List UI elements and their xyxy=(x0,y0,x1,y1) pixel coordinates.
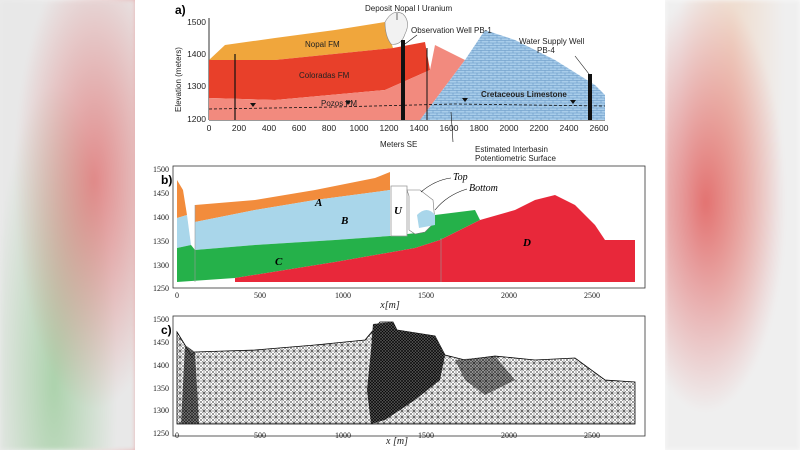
zone-a-left-edge xyxy=(177,180,187,218)
panel-a-label: a) xyxy=(175,3,186,17)
zone-c-region xyxy=(177,210,480,282)
panel-a-xtick: 1400 xyxy=(410,123,429,133)
water-supply-well-id: PB-4 xyxy=(537,46,555,55)
panel-c: c) 1500 1450 1400 1350 1300 1250 0 500 1… xyxy=(153,315,646,447)
panel-c-label: c) xyxy=(161,323,172,337)
panel-b-ytick: 1250 xyxy=(153,284,169,293)
water-supply-well-pointer xyxy=(574,55,590,75)
observation-well-pointer xyxy=(404,34,418,45)
panel-b-ytick: 1500 xyxy=(153,165,169,174)
panel-c-ytick: 1250 xyxy=(153,429,169,438)
panel-a-xtick: 1000 xyxy=(350,123,369,133)
bottom-label: Bottom xyxy=(469,183,498,194)
panel-b-xtick: 0 xyxy=(175,291,179,300)
panel-a-xtick: 800 xyxy=(322,123,336,133)
panel-a-xtick: 2600 xyxy=(590,123,609,133)
observation-well-label: Observation Well PB-1 xyxy=(411,26,492,35)
coloradas-fm-layer xyxy=(209,42,430,100)
panel-c-ytick: 1500 xyxy=(153,315,169,324)
zone-a-region xyxy=(195,172,390,222)
potentiometric-label-line1: Estimated Interbasin xyxy=(475,145,548,154)
cretaceous-limestone-label: Cretaceous Limestone xyxy=(481,90,567,99)
bottom-pointer xyxy=(434,188,468,211)
panel-b-ytick: 1350 xyxy=(153,237,169,246)
panel-a-xtick: 400 xyxy=(262,123,276,133)
panel-a-ytick: 1500 xyxy=(187,17,206,27)
figure-svg: a) 1500 1400 1300 1200 Elevation (meters… xyxy=(153,3,646,447)
water-supply-well-label: Water Supply Well xyxy=(519,37,585,46)
panel-a-xtick: 1800 xyxy=(470,123,489,133)
potentiometric-label-line2: Potentiometric Surface xyxy=(475,154,556,163)
panel-c-xtick: 1500 xyxy=(418,431,434,440)
panel-a-xtick: 600 xyxy=(292,123,306,133)
panel-c-ytick: 1400 xyxy=(153,361,169,370)
blurred-background-right xyxy=(665,0,800,450)
panel-a-xtick: 200 xyxy=(232,123,246,133)
panel-a-ytick: 1300 xyxy=(187,81,206,91)
panel-a: a) 1500 1400 1300 1200 Elevation (meters… xyxy=(174,3,609,163)
panel-c-ytick: 1450 xyxy=(153,338,169,347)
zone-b-left-edge xyxy=(177,215,191,248)
blurred-background-left xyxy=(0,0,135,450)
zone-u-label: U xyxy=(394,205,403,217)
potentiometric-surface-line xyxy=(208,103,606,110)
zone-b-label: B xyxy=(340,215,348,227)
panel-a-xtick: 1200 xyxy=(380,123,399,133)
panel-b-xtick: 2500 xyxy=(584,291,600,300)
panel-c-xtick: 500 xyxy=(254,431,266,440)
deposit-label: Deposit Nopal I Uranium xyxy=(365,4,452,13)
panel-c-xtick: 2000 xyxy=(501,431,517,440)
panel-c-x-axis-title: x [m] xyxy=(385,436,408,447)
panel-b-label: b) xyxy=(161,173,172,187)
figure-panel: a) 1500 1400 1300 1200 Elevation (meters… xyxy=(135,0,665,450)
panel-b-ytick: 1450 xyxy=(153,189,169,198)
panel-b-xtick: 500 xyxy=(254,291,266,300)
panel-a-x-ticks: 0 200 400 600 800 1000 1200 1400 1600 18… xyxy=(207,123,609,133)
panel-a-xtick: 2200 xyxy=(530,123,549,133)
zone-u-region xyxy=(390,185,408,237)
panel-a-x-axis-title: Meters SE xyxy=(380,140,417,149)
panel-b-x-axis-title: x[m] xyxy=(379,300,400,311)
uranium-deposit-shape xyxy=(384,11,408,45)
panel-a-ytick: 1400 xyxy=(187,49,206,59)
pozos-fm-label: Pozos FM xyxy=(321,99,357,108)
panel-c-ytick: 1300 xyxy=(153,406,169,415)
panel-a-y-axis-title: Elevation (meters) xyxy=(174,47,183,112)
mesh-mid-refinement xyxy=(455,356,515,395)
water-supply-well-pb4 xyxy=(588,74,592,120)
top-pointer xyxy=(420,177,452,193)
coloradas-fm-label: Coloradas FM xyxy=(299,71,350,80)
potentiometric-pointer xyxy=(450,111,454,143)
zone-c-label: C xyxy=(275,256,283,268)
zone-b-region xyxy=(195,190,390,250)
nopal-fm-layer xyxy=(209,22,393,60)
zone-a-label: A xyxy=(314,197,322,209)
panel-b: b) Top Bottom A B C D U 1500 1450 1400 1… xyxy=(153,165,646,311)
panel-b-ytick: 1300 xyxy=(153,261,169,270)
zone-d-region xyxy=(235,195,635,282)
mesh-left-edge xyxy=(181,345,199,424)
panel-b-xtick: 1500 xyxy=(418,291,434,300)
top-label: Top xyxy=(453,172,468,183)
mesh-dense-region xyxy=(367,322,445,424)
zone-d-label: D xyxy=(522,237,531,249)
panel-c-ytick: 1350 xyxy=(153,384,169,393)
water-table-markers xyxy=(250,98,576,107)
panel-b-ytick: 1400 xyxy=(153,213,169,222)
panel-a-ytick: 1200 xyxy=(187,114,206,124)
panel-a-xtick: 2400 xyxy=(560,123,579,133)
cretaceous-limestone-layer xyxy=(420,30,605,120)
panel-c-xtick: 1000 xyxy=(335,431,351,440)
panel-b-xtick: 2000 xyxy=(501,291,517,300)
zone-u-water xyxy=(417,210,435,228)
panel-a-xtick: 1600 xyxy=(440,123,459,133)
panel-a-xtick: 2000 xyxy=(500,123,519,133)
nopal-fm-label: Nopal FM xyxy=(305,40,340,49)
panel-c-xtick: 2500 xyxy=(584,431,600,440)
panel-b-xtick: 1000 xyxy=(335,291,351,300)
panel-c-xtick: 0 xyxy=(175,431,179,440)
observation-well-pb1 xyxy=(401,40,405,120)
panel-a-xtick: 0 xyxy=(207,123,212,133)
